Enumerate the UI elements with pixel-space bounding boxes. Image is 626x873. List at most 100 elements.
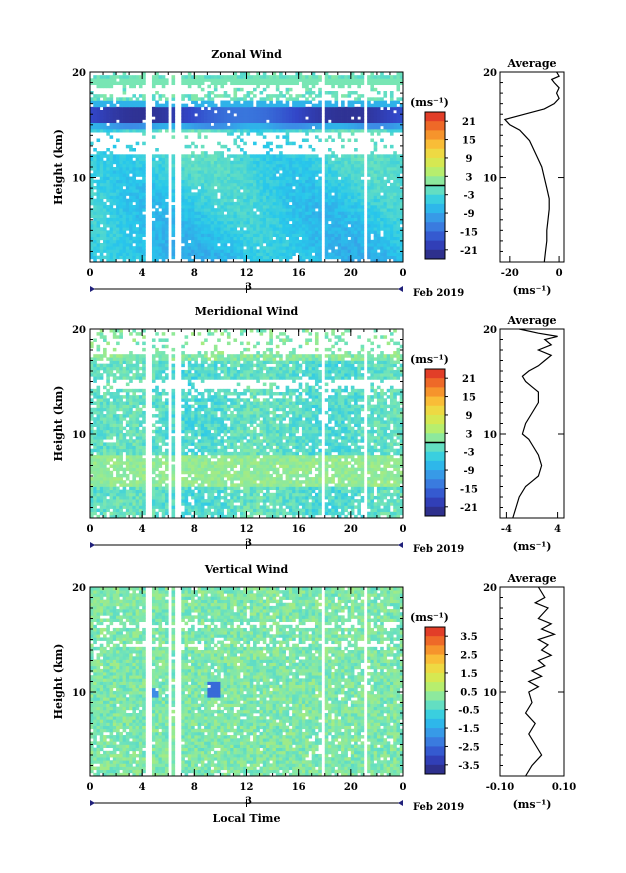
profile-title: Average — [506, 572, 556, 585]
average-profile: Average 10 20 -4 4(ms⁻¹) — [483, 314, 565, 553]
colorbar: 3.5 2.5 1.5 0.5 -0.5 -1.5 -2.5 -3.5 — [424, 626, 480, 775]
colorbar-tick-label: 0.5 — [460, 687, 477, 698]
colorbar-unit: (ms⁻¹) — [410, 353, 449, 366]
colorbar-segment — [425, 718, 445, 729]
colorbar-segment — [425, 755, 445, 766]
x-tick-label: 12 — [240, 524, 254, 535]
colorbar-segment — [425, 691, 445, 701]
profile-y-tick-label: 20 — [483, 325, 497, 336]
colorbar-segment — [425, 203, 445, 214]
colorbar-segment — [425, 222, 445, 232]
panel-meridional-wind: Meridional Wind Height (km) 10 20 0 4 8 12 16 20 0… — [52, 305, 565, 555]
x-tick-label: 8 — [191, 524, 198, 535]
panel-vertical-wind: Vertical Wind Height (km) 10 20 0 4 8 12 16 20 0 3 F… — [52, 563, 576, 813]
x-tick-label: 16 — [292, 782, 306, 793]
day-axis-arrow — [90, 800, 95, 806]
profile-unit: (ms⁻¹) — [513, 540, 552, 553]
colorbar-tick-label: 3 — [466, 429, 473, 440]
colorbar-tick-label: -9 — [463, 209, 474, 220]
colorbar-tick-label: 1.5 — [460, 669, 477, 680]
panel-title: Zonal Wind — [211, 48, 282, 61]
colorbar-segment — [425, 121, 445, 131]
profile-unit: (ms⁻¹) — [513, 284, 552, 297]
colorbar-tick-label: 21 — [462, 374, 476, 385]
colorbar-segment — [425, 112, 445, 122]
y-tick-label: 20 — [72, 325, 86, 336]
colorbar-segment — [425, 240, 445, 251]
colorbar-segment — [425, 627, 445, 637]
x-tick-label: 8 — [191, 268, 198, 279]
colorbar-segment — [425, 369, 445, 379]
y-tick-label: 10 — [72, 430, 86, 441]
colorbar-tick-label: -9 — [463, 466, 474, 477]
colorbar-segment — [425, 139, 445, 150]
x-tick-label: 4 — [139, 524, 146, 535]
profile-y-tick-label: 20 — [483, 583, 497, 594]
profile-x-tick-label: 4 — [554, 524, 561, 535]
day-axis-arrow — [398, 542, 403, 548]
date-label: Feb 2019 — [413, 288, 464, 299]
heatmap-cells — [90, 587, 404, 777]
date-label: Feb 2019 — [413, 802, 464, 813]
profile-line — [524, 586, 557, 777]
colorbar-segment — [425, 231, 445, 242]
colorbar-segment — [425, 194, 445, 205]
colorbar-tick-label: 9 — [466, 154, 473, 165]
day-label: 3 — [245, 538, 252, 549]
colorbar-segment — [425, 470, 445, 480]
colorbar-segment — [425, 728, 445, 738]
colorbar-tick-label: 3.5 — [460, 632, 477, 643]
colorbar: 21 15 9 3 -3 -9 -15 -21 — [424, 111, 478, 260]
colorbar-segment — [425, 700, 445, 711]
colorbar-tick-label: -3.5 — [458, 761, 480, 772]
x-tick-label: 20 — [344, 524, 358, 535]
panel-title: Meridional Wind — [195, 305, 299, 318]
colorbar-tick-label: 21 — [462, 117, 476, 128]
x-tick-label: 4 — [139, 782, 146, 793]
day-axis-arrow — [90, 542, 95, 548]
colorbar-tick-label: 2.5 — [460, 651, 477, 662]
profile-line — [503, 71, 560, 263]
colorbar-tick-label: 9 — [466, 411, 473, 422]
colorbar-segment — [425, 185, 445, 196]
colorbar-segment — [425, 387, 445, 397]
colorbar-tick-label: 3 — [466, 172, 473, 183]
date-label: Feb 2019 — [413, 544, 464, 555]
colorbar-tick-label: -21 — [460, 503, 478, 514]
colorbar-segment — [425, 249, 445, 260]
profile-x-tick-label: 0.10 — [552, 782, 576, 793]
colorbar-frame — [424, 626, 446, 775]
profile-x-tick-label: 0 — [556, 268, 563, 279]
colorbar-unit: (ms⁻¹) — [410, 96, 449, 109]
colorbar-tick-label: -15 — [460, 484, 478, 495]
x-tick-label: 8 — [191, 782, 198, 793]
x-tick-label: 0 — [87, 524, 94, 535]
x-tick-label: 20 — [344, 268, 358, 279]
colorbar-tick-label: 15 — [462, 136, 476, 147]
colorbar: 21 15 9 3 -3 -9 -15 -21 — [424, 368, 478, 517]
colorbar-segment — [425, 746, 445, 757]
colorbar-segment — [425, 654, 445, 665]
colorbar-segment — [425, 737, 445, 747]
profile-frame — [499, 586, 565, 777]
colorbar-segment — [425, 709, 445, 720]
colorbar-segment — [425, 636, 445, 646]
profile-frame — [499, 328, 565, 519]
colorbar-segment — [425, 424, 445, 434]
colorbar-tick-label: -15 — [460, 227, 478, 238]
x-axis-label: Local Time — [213, 812, 281, 825]
profile-y-tick-label: 20 — [483, 68, 497, 79]
x-tick-label: 4 — [139, 268, 146, 279]
colorbar-tick-label: 15 — [462, 393, 476, 404]
day-label: 3 — [245, 796, 252, 807]
colorbar-segment — [425, 167, 445, 177]
profile-line — [512, 328, 558, 519]
colorbar-segment — [425, 682, 445, 692]
colorbar-tick-label: -3 — [463, 191, 474, 202]
y-axis-label: Height (km) — [52, 129, 65, 205]
profile-frame — [499, 71, 565, 263]
colorbar-segment — [425, 497, 445, 508]
colorbar-segment — [425, 460, 445, 471]
colorbar-segment — [425, 433, 445, 443]
